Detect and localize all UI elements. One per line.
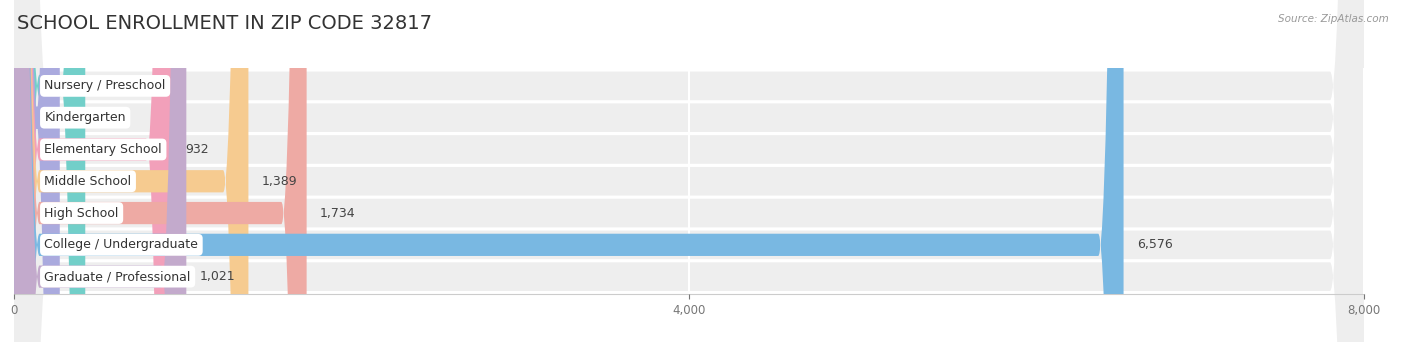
FancyBboxPatch shape (14, 0, 1364, 342)
Text: 1,021: 1,021 (200, 270, 235, 283)
Text: Nursery / Preschool: Nursery / Preschool (45, 79, 166, 92)
Text: 422: 422 (98, 79, 122, 92)
FancyBboxPatch shape (14, 0, 1364, 342)
Text: 932: 932 (184, 143, 208, 156)
FancyBboxPatch shape (14, 0, 1364, 342)
FancyBboxPatch shape (14, 0, 172, 342)
FancyBboxPatch shape (14, 0, 1364, 342)
Text: 6,576: 6,576 (1137, 238, 1173, 251)
FancyBboxPatch shape (14, 0, 1364, 342)
Text: Source: ZipAtlas.com: Source: ZipAtlas.com (1278, 14, 1389, 24)
Text: Graduate / Professional: Graduate / Professional (45, 270, 191, 283)
FancyBboxPatch shape (14, 0, 187, 342)
Text: College / Undergraduate: College / Undergraduate (45, 238, 198, 251)
Text: Elementary School: Elementary School (45, 143, 162, 156)
FancyBboxPatch shape (14, 0, 60, 342)
Text: 271: 271 (73, 111, 97, 124)
Text: High School: High School (45, 207, 118, 220)
Text: 1,734: 1,734 (321, 207, 356, 220)
FancyBboxPatch shape (14, 0, 307, 342)
Text: Kindergarten: Kindergarten (45, 111, 127, 124)
FancyBboxPatch shape (14, 0, 86, 342)
FancyBboxPatch shape (14, 0, 1123, 342)
FancyBboxPatch shape (14, 0, 249, 342)
FancyBboxPatch shape (14, 0, 1364, 342)
Text: 1,389: 1,389 (262, 175, 298, 188)
FancyBboxPatch shape (14, 0, 1364, 342)
Text: Middle School: Middle School (45, 175, 132, 188)
Text: SCHOOL ENROLLMENT IN ZIP CODE 32817: SCHOOL ENROLLMENT IN ZIP CODE 32817 (17, 14, 432, 33)
